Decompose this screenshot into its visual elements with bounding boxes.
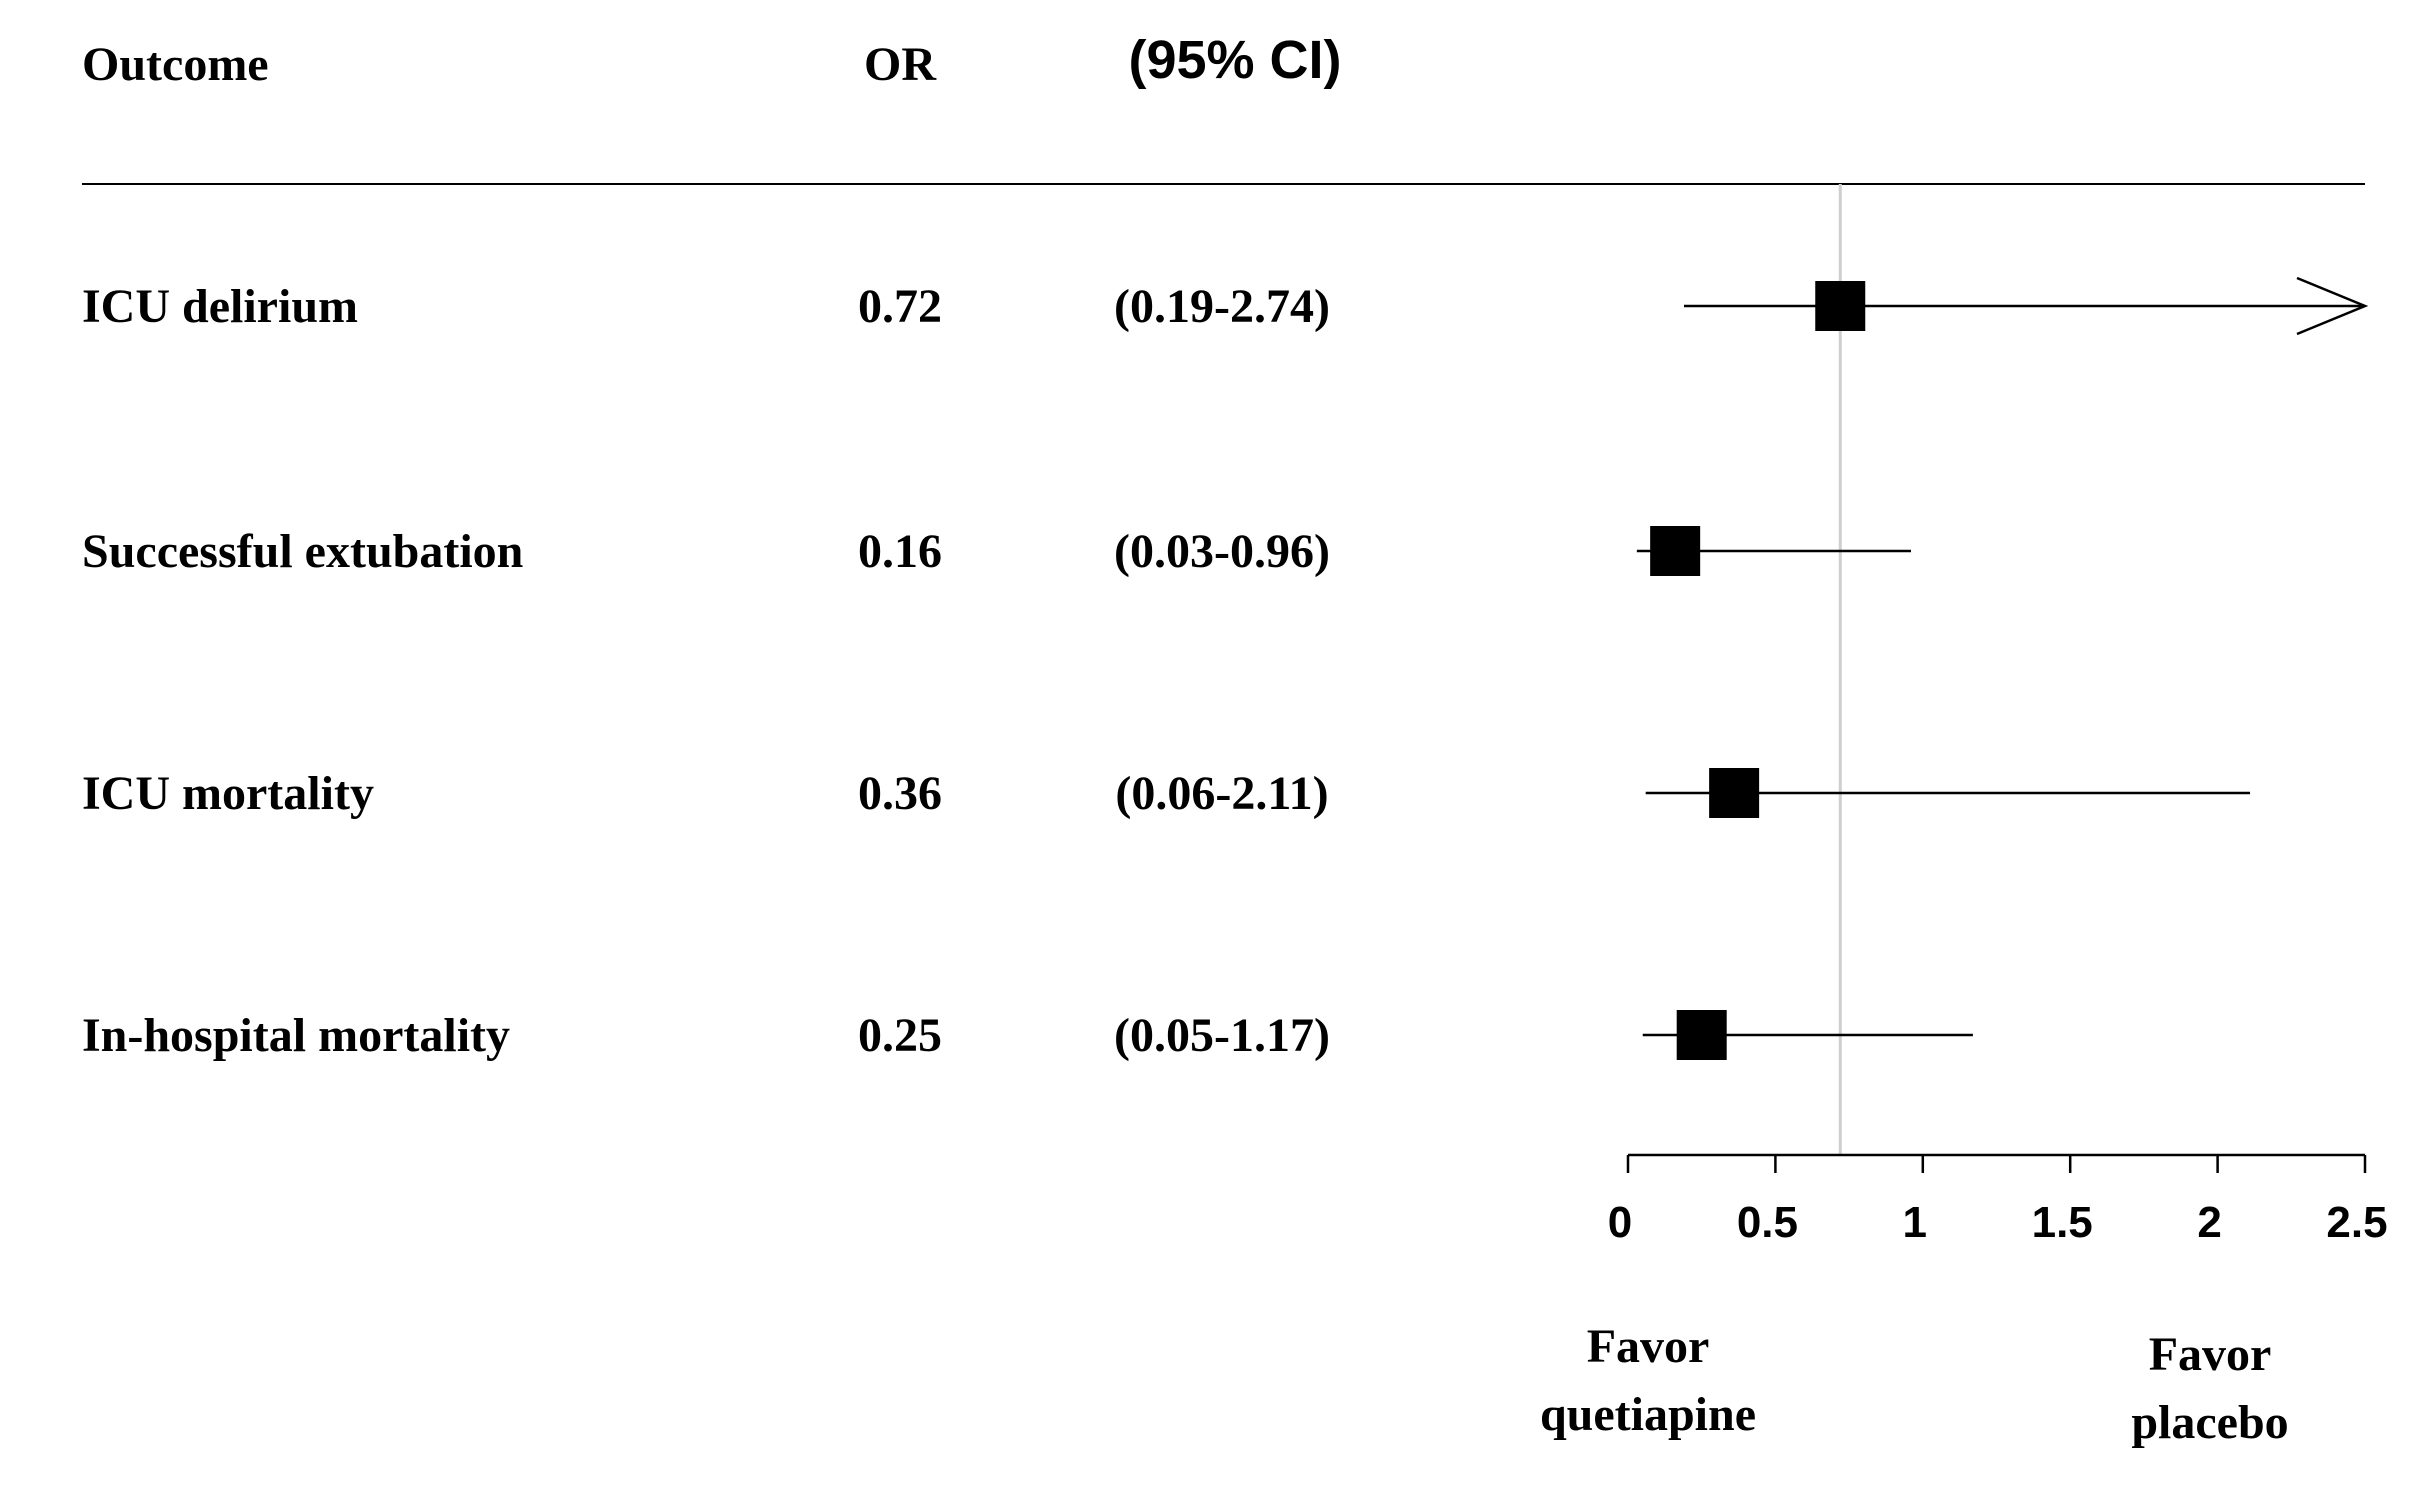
favor-left-line1: Favor: [1587, 1320, 1710, 1373]
row-ci-value: (0.05-1.17): [1114, 1009, 1330, 1062]
x-axis: 0 0.5 1 1.5 2 2.5: [1608, 1153, 2388, 1247]
row-outcome-label: In-hospital mortality: [82, 1009, 510, 1062]
favor-right-line1: Favor: [2149, 1328, 2272, 1381]
x-axis-tick-label: 0: [1608, 1198, 1632, 1247]
row-ci-value: (0.03-0.96): [1114, 525, 1330, 578]
row-or-value: 0.16: [858, 525, 942, 578]
row-outcome-label: Successful extubation: [82, 525, 523, 578]
row-point-estimate: [1676, 1010, 1727, 1060]
row-ci-value: (0.06-2.11): [1115, 767, 1328, 820]
row-point-estimate: [1709, 768, 1760, 818]
header-outcome: Outcome: [82, 38, 269, 91]
forest-row: In-hospital mortality 0.25 (0.05-1.17): [82, 1009, 1973, 1062]
forest-row: ICU mortality 0.36 (0.06-2.11): [82, 767, 2251, 820]
forest-row: ICU delirium 0.72 (0.19-2.74): [82, 276, 2369, 336]
x-axis-tick-label: 1: [1903, 1198, 1927, 1247]
row-or-value: 0.72: [858, 280, 942, 333]
favor-right-line2: placebo: [2131, 1396, 2288, 1449]
rows-layer: ICU delirium 0.72 (0.19-2.74) Successful ex…: [82, 276, 2369, 1062]
favor-left-line2: quetiapine: [1540, 1388, 1756, 1441]
x-axis-tick-label: 1.5: [2032, 1198, 2093, 1247]
row-outcome-label: ICU delirium: [82, 280, 358, 333]
row-point-estimate: [1815, 281, 1866, 331]
header-ci: (95% CI): [1128, 30, 1341, 90]
x-axis-tick-label: 0.5: [1737, 1198, 1798, 1247]
forest-row: Successful extubation 0.16 (0.03-0.96): [82, 525, 1912, 578]
x-axis-tick-label: 2.5: [2326, 1198, 2387, 1247]
row-or-value: 0.25: [858, 1009, 942, 1062]
row-point-estimate: [1650, 526, 1701, 576]
row-ci-value: (0.19-2.74): [1114, 280, 1330, 333]
row-ci-arrow: [2296, 276, 2369, 336]
header-or: OR: [864, 38, 937, 91]
x-axis-tick-label: 2: [2197, 1198, 2221, 1247]
row-or-value: 0.36: [858, 767, 942, 820]
row-outcome-label: ICU mortality: [82, 767, 374, 820]
